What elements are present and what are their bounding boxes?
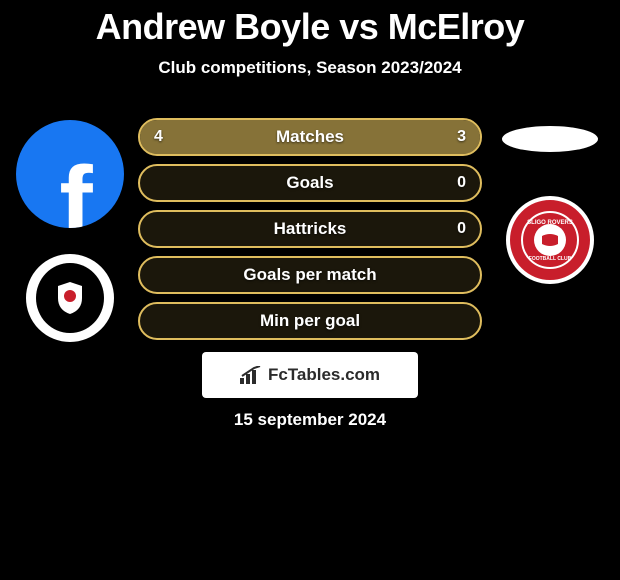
bar-label: Min per goal: [140, 304, 480, 338]
right-club-badge: SLIGO ROVERS FOOTBALL CLUB: [506, 196, 594, 284]
svg-text:SLIGO ROVERS: SLIGO ROVERS: [527, 220, 573, 226]
bar-label: Matches: [140, 120, 480, 154]
stat-bars-container: 43Matches 0Goals 0Hattricks Goals per match…: [138, 118, 482, 348]
left-player-avatar: f: [16, 120, 124, 228]
chart-icon: [240, 366, 262, 384]
season-subtitle: Club competitions, Season 2023/2024: [0, 58, 620, 78]
shield-icon: [50, 278, 90, 318]
left-club-badge: [26, 254, 114, 342]
right-player-avatar: [502, 126, 598, 152]
stat-bar: 0Goals: [138, 164, 482, 202]
bar-label: Goals: [140, 166, 480, 200]
bar-label: Hattricks: [140, 212, 480, 246]
stat-bar: 43Matches: [138, 118, 482, 156]
stat-bar: 0Hattricks: [138, 210, 482, 248]
svg-text:FOOTBALL CLUB: FOOTBALL CLUB: [529, 256, 572, 262]
left-player-column: f: [10, 120, 130, 342]
bar-label: Goals per match: [140, 258, 480, 292]
facebook-icon: f: [59, 162, 92, 228]
left-club-badge-inner: [36, 263, 104, 333]
club-crest-icon: SLIGO ROVERS FOOTBALL CLUB: [520, 210, 580, 270]
logo-text: FcTables.com: [268, 365, 380, 385]
page-title: Andrew Boyle vs McElroy: [0, 0, 620, 48]
date-label: 15 september 2024: [0, 410, 620, 430]
right-player-column: SLIGO ROVERS FOOTBALL CLUB: [490, 120, 610, 284]
fctables-logo: FcTables.com: [202, 352, 418, 398]
stat-bar: Min per goal: [138, 302, 482, 340]
stat-bar: Goals per match: [138, 256, 482, 294]
